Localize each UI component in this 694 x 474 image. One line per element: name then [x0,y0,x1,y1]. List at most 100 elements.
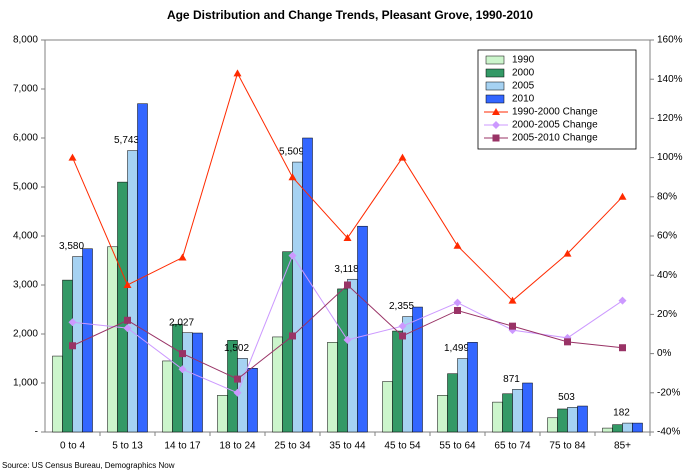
y-tick-label: 4,000 [13,231,38,242]
bar [502,393,513,433]
bar [612,424,623,433]
bar [337,288,348,433]
data-label: 5,743 [114,135,139,146]
bar [447,373,458,433]
bar [577,405,588,433]
line-marker [344,281,351,289]
line-marker [234,375,241,383]
line-marker [453,241,462,249]
line-marker [124,316,131,324]
legend-box [477,49,637,150]
y-tick-label: 5,000 [13,182,38,193]
line-marker [179,350,186,358]
legend-swatch [485,94,505,104]
bar [547,417,558,433]
y2-tick-label: 0% [657,348,672,359]
data-label: 1,499 [444,343,469,354]
line-marker [454,306,461,314]
x-tick-label: 75 to 84 [549,441,586,452]
y-tick-label: 3,000 [13,280,38,291]
bar [247,368,258,433]
x-tick-label: 5 to 13 [112,441,143,452]
line-marker [453,298,462,307]
x-tick-label: 65 to 74 [494,441,531,452]
bar [52,355,63,433]
x-tick-label: 35 to 44 [329,441,366,452]
bar [137,103,148,433]
line-marker [618,296,627,305]
bar [492,401,503,433]
bar [632,422,643,433]
x-tick-label: 85+ [614,441,631,452]
y2-tick-label: 60% [657,231,677,242]
bar [347,278,358,433]
y-tick-label: 1,000 [13,378,38,389]
bar [522,382,533,433]
legend-label: 2000-2005 Change [512,120,598,131]
data-label: 3,118 [334,264,359,275]
x-tick-label: 55 to 64 [439,441,476,452]
bar [382,381,393,433]
line-marker [68,318,77,327]
data-label: 503 [558,392,575,403]
y-tick-label: 7,000 [13,84,38,95]
bar [302,137,313,433]
line-marker [398,322,407,331]
data-label: 871 [503,374,520,385]
bar [437,395,448,433]
y2-tick-label: 20% [657,309,677,320]
y2-tick-label: -40% [657,427,680,438]
line-marker [563,249,572,257]
bar [622,422,633,433]
y2-tick-label: 80% [657,191,677,202]
y-tick-label: 8,000 [13,35,38,46]
y-tick-label: 6,000 [13,133,38,144]
legend-label: 2000 [512,68,535,79]
chart-title: Age Distribution and Change Trends, Plea… [167,8,533,22]
bar [227,340,238,433]
bar [327,342,338,433]
bar [392,330,403,433]
data-label: 3,580 [59,241,84,252]
bar [182,332,193,433]
line-marker [288,173,297,181]
line-marker [123,324,132,333]
line-marker [123,281,132,288]
line-marker [343,335,352,344]
line-marker [178,253,187,261]
bar [457,358,468,433]
legend-label: 1990 [512,55,535,66]
bar [62,279,73,433]
y-tick-label: 2,000 [13,329,38,340]
y2-tick-label: 120% [657,113,683,124]
line-marker [619,344,626,352]
bar [567,407,578,433]
bar [512,389,523,433]
line-marker [399,332,406,340]
bar [172,323,183,433]
line-marker [564,338,571,346]
bar [557,408,568,433]
line-marker [69,342,76,350]
y2-tick-label: -20% [657,387,680,398]
y2-tick-label: 140% [657,74,683,85]
legend-swatch [485,55,505,65]
bar [217,395,228,433]
y2-tick-label: 40% [657,270,677,281]
line-marker [618,192,627,200]
line-marker [68,153,77,161]
bar [82,248,93,433]
bar [357,225,368,433]
data-label: 1,502 [224,343,249,354]
legend-label: 1990-2000 Change [512,107,598,118]
line-marker [398,153,407,161]
bar [127,150,138,433]
line-marker [508,296,517,304]
data-label: 2,027 [169,317,194,328]
legend-label: 2010 [512,94,535,105]
line-marker [343,233,352,241]
bar [292,161,303,433]
legend-swatch [485,81,505,91]
bar [412,306,423,433]
bar [282,251,293,433]
